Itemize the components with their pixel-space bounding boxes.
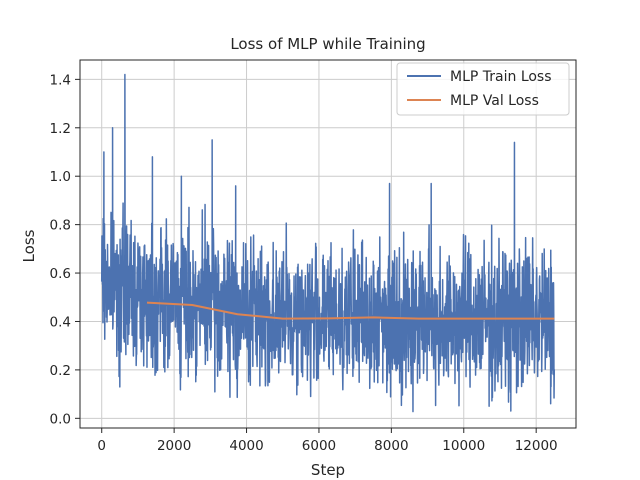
legend-label-val: MLP Val Loss xyxy=(450,93,539,109)
x-tick-label: 0 xyxy=(97,438,106,454)
legend-label-train: MLP Train Loss xyxy=(450,69,552,85)
x-tick-label: 10000 xyxy=(442,438,485,454)
y-tick-label: 0.8 xyxy=(50,218,71,234)
legend: MLP Train Loss MLP Val Loss xyxy=(396,62,570,116)
x-tick-label: 6000 xyxy=(302,438,336,454)
axes-layer: 0 2000 4000 6000 8000 10000 12000 0.0 0.2 0.4 0.6 0… xyxy=(50,59,577,454)
x-axis-label: Step xyxy=(311,461,345,479)
series-layer xyxy=(100,73,556,413)
x-tick-label: 8000 xyxy=(374,438,408,454)
x-tick-label: 4000 xyxy=(229,438,263,454)
y-tick-label: 0.0 xyxy=(50,411,71,427)
x-tick-label: 12000 xyxy=(515,438,558,454)
train-loss-line xyxy=(100,73,556,413)
y-tick-label: 0.2 xyxy=(50,363,71,379)
plot-frame xyxy=(79,59,577,429)
x-tick-label: 2000 xyxy=(157,438,191,454)
y-axis-label: Loss xyxy=(20,229,38,262)
y-tick-label: 1.4 xyxy=(50,72,71,88)
y-tick-label: 0.4 xyxy=(50,314,71,330)
val-loss-line xyxy=(146,301,555,320)
chart-title: Loss of MLP while Training xyxy=(230,35,425,53)
y-tick-label: 0.6 xyxy=(50,266,71,282)
y-tick-label: 1.2 xyxy=(50,121,71,137)
y-tick-label: 1.0 xyxy=(50,169,71,185)
